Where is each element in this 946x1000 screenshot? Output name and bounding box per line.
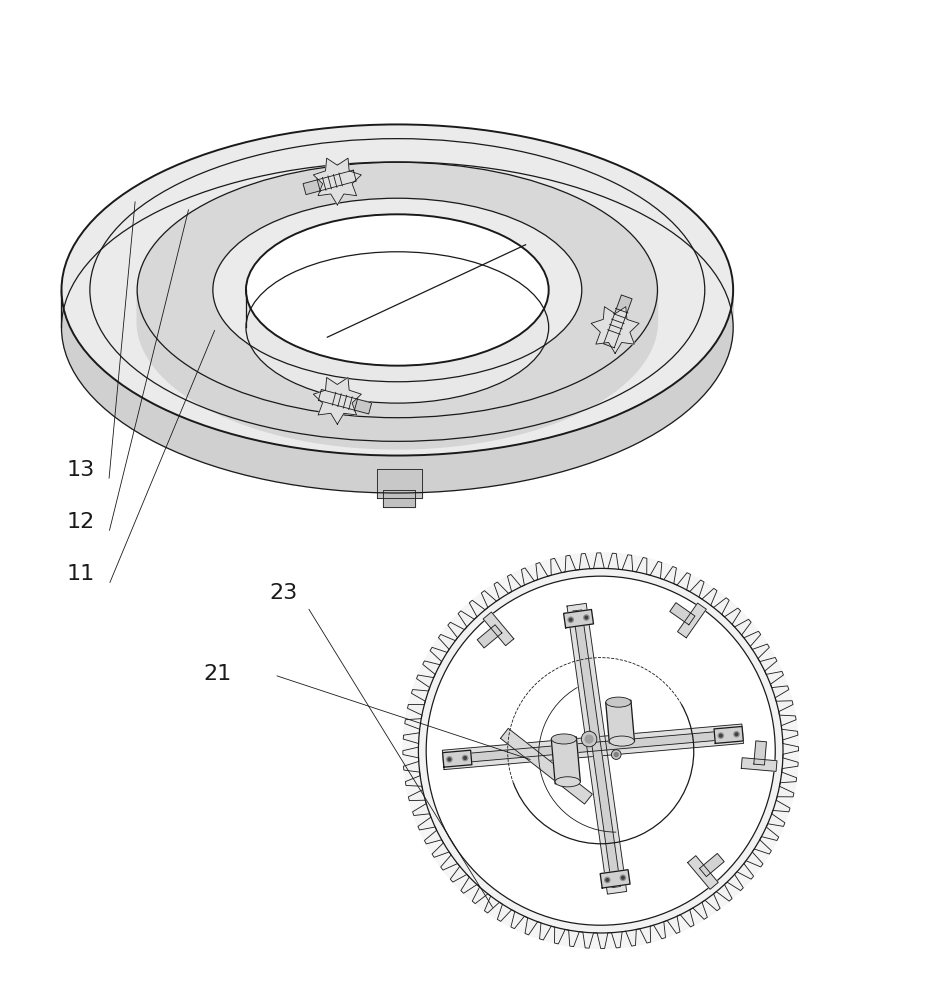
Circle shape xyxy=(569,618,572,621)
Polygon shape xyxy=(61,290,733,493)
Polygon shape xyxy=(443,750,472,767)
Circle shape xyxy=(463,755,467,761)
Circle shape xyxy=(718,733,724,738)
Ellipse shape xyxy=(552,734,576,744)
Polygon shape xyxy=(567,603,626,894)
Polygon shape xyxy=(448,730,737,764)
Circle shape xyxy=(604,877,610,883)
Circle shape xyxy=(464,757,466,759)
Polygon shape xyxy=(313,158,361,205)
Text: 12: 12 xyxy=(66,512,95,532)
Polygon shape xyxy=(377,469,422,498)
Polygon shape xyxy=(403,553,798,948)
Circle shape xyxy=(448,758,450,761)
Polygon shape xyxy=(483,612,514,646)
Circle shape xyxy=(403,553,798,948)
Polygon shape xyxy=(443,724,744,770)
Text: 11: 11 xyxy=(66,564,95,584)
Polygon shape xyxy=(600,870,630,888)
Ellipse shape xyxy=(555,777,580,787)
Polygon shape xyxy=(137,162,657,418)
Text: 13: 13 xyxy=(66,460,95,480)
Circle shape xyxy=(606,879,608,881)
Circle shape xyxy=(621,875,625,880)
Polygon shape xyxy=(246,290,549,403)
Circle shape xyxy=(622,876,624,879)
Polygon shape xyxy=(699,853,725,877)
Polygon shape xyxy=(573,610,621,888)
Ellipse shape xyxy=(605,697,631,707)
Polygon shape xyxy=(564,609,593,628)
Polygon shape xyxy=(604,295,632,348)
Polygon shape xyxy=(303,170,357,195)
Circle shape xyxy=(584,615,589,620)
Polygon shape xyxy=(670,603,695,625)
Text: 21: 21 xyxy=(203,664,232,684)
Circle shape xyxy=(734,732,739,737)
Polygon shape xyxy=(742,758,777,771)
Polygon shape xyxy=(714,726,744,743)
Polygon shape xyxy=(591,307,639,353)
Polygon shape xyxy=(552,737,580,784)
Circle shape xyxy=(447,757,452,762)
Polygon shape xyxy=(61,124,733,456)
Polygon shape xyxy=(754,741,766,765)
Polygon shape xyxy=(605,700,635,743)
Polygon shape xyxy=(677,603,707,638)
Polygon shape xyxy=(137,290,657,449)
Circle shape xyxy=(614,753,618,757)
Circle shape xyxy=(569,617,573,622)
Circle shape xyxy=(581,731,597,747)
Ellipse shape xyxy=(609,736,635,746)
Circle shape xyxy=(426,576,775,925)
Polygon shape xyxy=(500,728,592,804)
Circle shape xyxy=(720,734,722,737)
Polygon shape xyxy=(383,490,415,507)
Polygon shape xyxy=(313,377,361,424)
Polygon shape xyxy=(477,625,502,648)
Text: 23: 23 xyxy=(270,583,298,603)
Circle shape xyxy=(611,750,622,759)
Polygon shape xyxy=(319,389,372,414)
Polygon shape xyxy=(688,856,718,889)
Circle shape xyxy=(586,735,593,743)
Circle shape xyxy=(735,733,738,736)
Circle shape xyxy=(585,616,587,619)
